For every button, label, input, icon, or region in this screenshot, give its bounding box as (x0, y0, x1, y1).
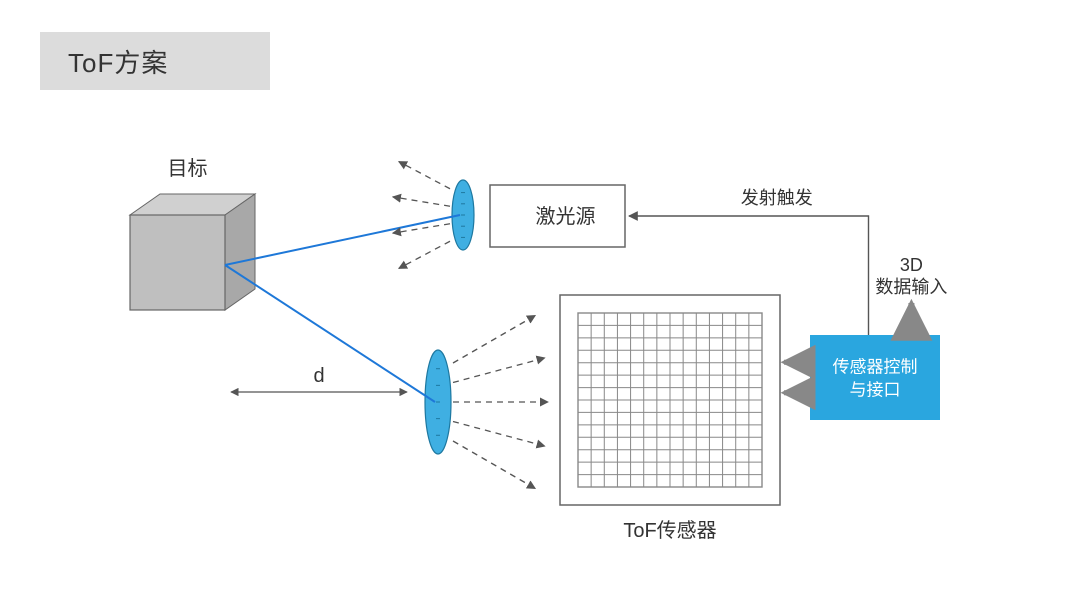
ray-return (225, 265, 435, 402)
sensor-grid (578, 313, 762, 487)
svg-text:ToF传感器: ToF传感器 (623, 519, 716, 542)
controller-box (810, 335, 940, 420)
fan-lower-right (453, 316, 548, 489)
svg-text:目标: 目标 (168, 157, 208, 180)
ray-emit (225, 215, 460, 265)
svg-text:3D: 3D (900, 255, 923, 275)
diagram-canvas: 目标激光源 ToF传感器 传感器控制与接口 d 发射触发 3D数据输入 (0, 0, 1080, 611)
cube-front (130, 215, 225, 310)
svg-text:与接口: 与接口 (850, 381, 901, 400)
svg-text:发射触发: 发射触发 (741, 188, 813, 208)
svg-text:激光源: 激光源 (536, 205, 596, 228)
svg-text:数据输入: 数据输入 (875, 277, 947, 297)
cube-side (225, 194, 255, 310)
fan-upper-left (393, 162, 450, 269)
svg-text:传感器控制: 传感器控制 (833, 358, 918, 377)
svg-text:d: d (313, 365, 324, 387)
